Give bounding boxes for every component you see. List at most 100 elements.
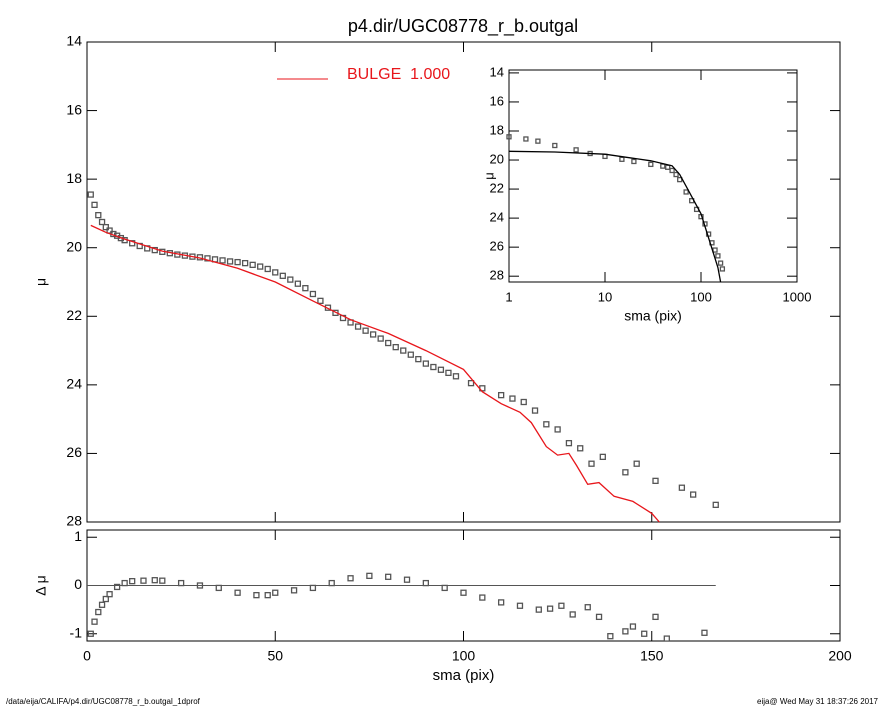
data-point (272, 589, 279, 596)
data-point (677, 176, 683, 183)
data-point (497, 599, 505, 606)
data-point (430, 363, 437, 371)
data-point (683, 189, 689, 195)
x-tick-label: 200 (828, 648, 852, 664)
y-tick-label: 0 (74, 576, 82, 592)
data-point (629, 623, 637, 630)
data-point (309, 584, 317, 592)
data-point (113, 583, 121, 591)
y-tick-label: 14 (490, 64, 504, 79)
data-point (87, 191, 94, 198)
model-line (508, 150, 722, 283)
y-tick-label: 24 (490, 210, 504, 225)
data-point (264, 265, 271, 273)
data-point (140, 577, 147, 584)
data-point (415, 355, 422, 363)
data-point (264, 592, 271, 599)
data-point (669, 167, 675, 174)
y-tick-label: 1 (74, 528, 82, 544)
y-tick-label: -1 (70, 624, 83, 640)
y-tick-label: 26 (66, 444, 82, 460)
data-point (535, 138, 541, 144)
data-point (366, 572, 373, 579)
x-axis-label: sma (pix) (433, 667, 495, 684)
footer-left: /data/eija/CALIFA/p4.dir/UGC08778_r_b.ou… (6, 697, 201, 706)
y-tick-label: 22 (490, 181, 504, 196)
data-point (663, 635, 670, 642)
data-point (588, 460, 595, 467)
x-tick-label: 1000 (783, 289, 812, 304)
data-point (460, 589, 467, 596)
x-tick-label: 100 (452, 648, 476, 664)
data-point (719, 266, 726, 272)
data-point (253, 592, 260, 599)
x-tick-label: 100 (690, 289, 712, 304)
data-point (95, 608, 102, 616)
data-point (400, 347, 407, 354)
y-tick-label: 18 (490, 122, 504, 137)
data-point (241, 259, 249, 267)
data-point (377, 335, 384, 342)
x-tick-label: 50 (267, 648, 283, 664)
data-point (584, 604, 591, 611)
data-point (196, 582, 204, 589)
y-tick-label: 18 (66, 170, 82, 186)
data-point (523, 136, 529, 142)
data-point (121, 579, 128, 587)
data-point (441, 584, 448, 592)
data-point (385, 339, 392, 347)
data-point (479, 594, 486, 601)
data-point (599, 453, 606, 461)
data-point (595, 613, 603, 621)
data-point (422, 579, 430, 587)
data-point (392, 343, 399, 351)
legend-label: BULGE 1.000 (347, 66, 450, 83)
data-point (328, 579, 335, 587)
data-point (531, 407, 539, 414)
data-point (577, 445, 584, 452)
data-point (633, 460, 640, 467)
data-point (622, 628, 629, 635)
data-point (631, 158, 637, 165)
data-point (619, 156, 625, 162)
data-point (543, 421, 550, 428)
x-tick-label: 150 (640, 648, 664, 664)
data-point (226, 258, 234, 265)
data-point (249, 261, 256, 269)
data-point (102, 223, 109, 231)
data-point (573, 147, 579, 153)
chart-title: p4.dir/UGC08778_r_b.outgal (348, 16, 578, 37)
y-tick-label: 28 (66, 513, 82, 529)
data-point (91, 201, 98, 209)
y-tick-label: 16 (490, 93, 504, 108)
data-point (272, 269, 279, 276)
y-tick-label: 22 (66, 307, 82, 323)
data-point (506, 134, 512, 140)
data-point (129, 578, 136, 585)
data-point (673, 171, 679, 178)
data-point (497, 391, 505, 399)
data-point (98, 601, 106, 608)
y-tick-label: 20 (490, 151, 504, 166)
data-point (422, 360, 430, 367)
data-point (717, 260, 724, 266)
x-tick-label: 0 (83, 648, 91, 664)
data-point (309, 290, 317, 298)
data-point (437, 366, 445, 373)
data-point (607, 633, 614, 640)
data-point (565, 439, 573, 447)
data-point (385, 573, 392, 580)
data-point (302, 285, 309, 292)
data-point (91, 618, 98, 625)
data-point (445, 369, 452, 377)
data-point (452, 373, 460, 380)
data-point (177, 579, 185, 587)
data-point (552, 142, 558, 149)
data-point (347, 575, 354, 582)
data-point (129, 240, 136, 247)
data-point (678, 484, 686, 491)
data-point (287, 276, 294, 283)
data-point (151, 577, 158, 584)
data-point (362, 327, 369, 334)
